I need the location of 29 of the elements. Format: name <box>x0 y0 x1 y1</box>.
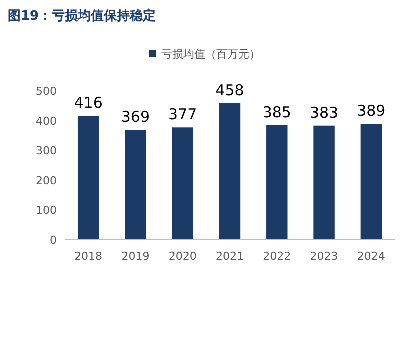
data-label: 377 <box>168 106 198 124</box>
bar <box>360 124 382 240</box>
y-tick-label: 100 <box>36 204 57 218</box>
data-label: 369 <box>121 108 150 126</box>
data-label: 416 <box>74 94 103 112</box>
legend-label: 亏损均值（百万元） <box>162 48 260 61</box>
data-label: 458 <box>216 82 244 100</box>
x-tick-label: 2018 <box>74 250 103 263</box>
x-tick-label: 2019 <box>122 250 150 263</box>
y-tick-label: 500 <box>36 85 57 98</box>
x-tick-label: 2020 <box>168 250 197 263</box>
bar <box>125 130 146 240</box>
data-label: 383 <box>310 104 339 122</box>
bar <box>314 126 335 240</box>
bar <box>219 104 241 240</box>
x-tick-label: 2023 <box>310 250 338 263</box>
x-tick-label: 2021 <box>216 250 244 263</box>
bar <box>78 116 100 240</box>
y-tick-label: 0 <box>50 234 57 247</box>
bar <box>172 128 194 240</box>
x-tick-label: 2024 <box>357 250 386 263</box>
y-tick-label: 200 <box>36 174 57 188</box>
chart-title: 图19：亏损均值保持稳定 <box>8 8 156 24</box>
bar <box>266 125 288 240</box>
x-tick-label: 2022 <box>263 250 292 263</box>
y-tick-label: 400 <box>36 114 57 128</box>
y-tick-label: 300 <box>36 144 57 158</box>
data-label: 389 <box>357 102 386 120</box>
data-label: 385 <box>262 103 292 122</box>
